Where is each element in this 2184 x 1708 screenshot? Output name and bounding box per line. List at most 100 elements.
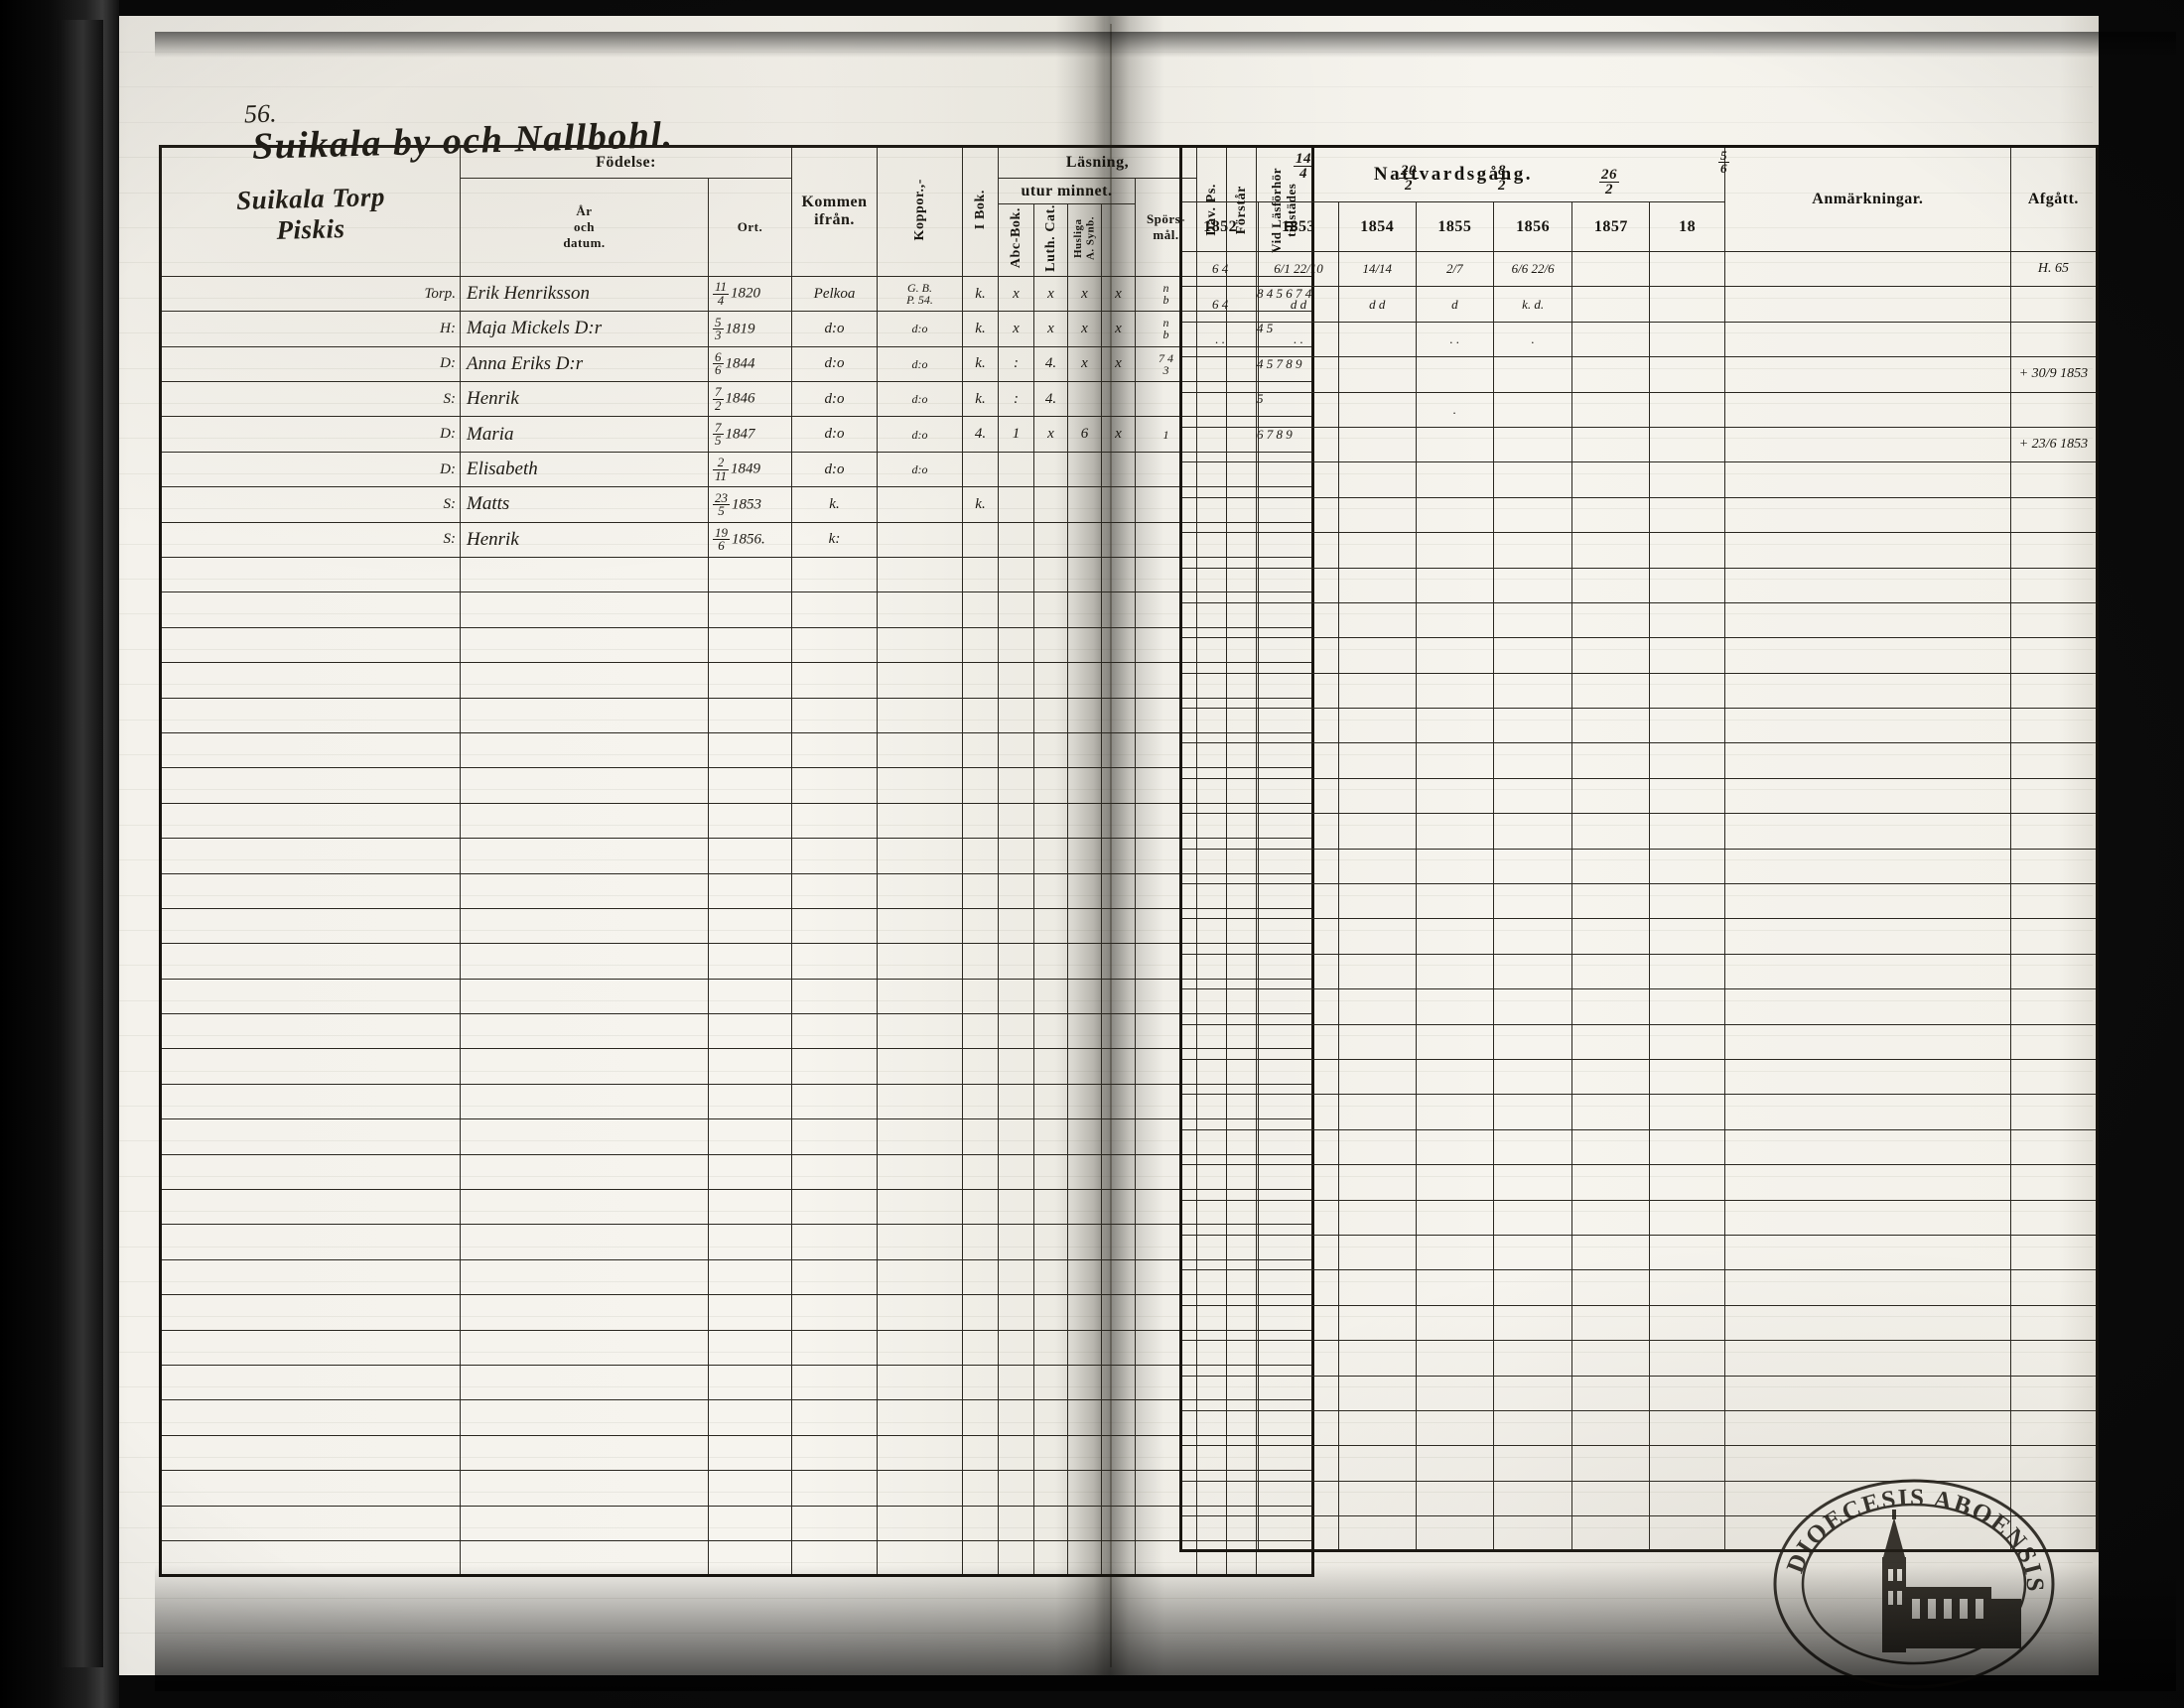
- row-birth-place: d:o: [824, 320, 845, 336]
- row-communion-c1852: 6 4: [1211, 296, 1229, 312]
- communion-year-5: 1857: [1571, 201, 1651, 252]
- table-row-empty: [1178, 567, 2100, 603]
- communion-year-3: 1855: [1415, 201, 1494, 252]
- row-notes: [1725, 337, 2010, 341]
- row-vaccination: k.: [975, 495, 986, 512]
- table-row-empty: [1178, 672, 2100, 710]
- row-notes: [1725, 303, 2010, 307]
- row-luth-cat: x: [1081, 320, 1088, 336]
- table-row-empty: [1178, 1340, 2100, 1377]
- row-notes: [1725, 267, 2010, 271]
- table-row-empty: [159, 731, 1315, 769]
- row-i-bok: x: [1013, 285, 1020, 302]
- row-husliga: x: [1115, 285, 1122, 302]
- table-row-empty: [159, 1083, 1315, 1120]
- birth-place-column-header: Ort.: [708, 178, 792, 277]
- table-row-empty: [1178, 637, 2100, 674]
- table-row-empty: [159, 1224, 1315, 1260]
- table-row: H: Maja Mickels D:r 5 3 1819 d:o d:o k. x …: [159, 311, 1315, 347]
- table-row-empty: [159, 1118, 1315, 1155]
- reading-col-luth-cat-header: Luth. Cat.: [1033, 203, 1068, 277]
- row-came-from: [878, 498, 962, 510]
- table-row-empty: [159, 626, 1315, 664]
- table-row-empty: [1178, 777, 2100, 815]
- communion-year-2: 1854: [1337, 201, 1417, 252]
- row-relation: S:: [443, 531, 457, 548]
- names-header-line2: Piskis: [276, 213, 345, 246]
- table-row: D: Anna Eriks D:r 6 6 1844 d:o d:o k. : 4.…: [159, 345, 1315, 383]
- row-came-from: d:o: [911, 427, 928, 442]
- row-relation: S:: [443, 390, 457, 407]
- table-row-empty: [159, 767, 1315, 804]
- table-row-empty: [159, 1434, 1315, 1472]
- from-column-header: Kommen ifrån.: [791, 145, 878, 277]
- table-row-empty: [1178, 1375, 2100, 1411]
- row-notes: [1725, 372, 2010, 376]
- table-row-empty: [1178, 1480, 2100, 1517]
- row-person-name: Elisabeth: [467, 459, 538, 479]
- departed-column-header: Afgått.: [2009, 145, 2100, 252]
- row-notes: [1725, 513, 2010, 517]
- table-row-empty: [159, 1505, 1315, 1541]
- row-birth-date: 11 4 1820: [713, 279, 761, 308]
- row-communion-c1853: 6/1 22/10: [1274, 261, 1323, 277]
- table-row: Torp. Erik Henriksson 11 4 1820 Pelkoa G. …: [159, 275, 1315, 313]
- communion-date-annotation-4: 26 2: [1599, 167, 1619, 198]
- table-row: D: Maria 7 5 1847 d:o d:o 4. 1 x 6 x 1 6 7…: [159, 416, 1315, 453]
- table-row-empty: [159, 1189, 1315, 1226]
- row-communion-c1855: 2/7: [1446, 261, 1463, 277]
- row-communion-c1856: .: [1531, 330, 1535, 346]
- table-row-empty: [159, 1294, 1315, 1331]
- row-person-name: Maria: [467, 423, 514, 445]
- table-row: [1178, 496, 2100, 534]
- birth-date-column-header: År och datum.: [460, 178, 709, 277]
- table-row-empty: [1178, 1409, 2100, 1447]
- table-row: .: [1178, 391, 2100, 428]
- table-row-empty: [1178, 813, 2100, 850]
- row-person-name: Matts: [467, 493, 510, 515]
- row-birth-place: Pelkoa: [813, 285, 856, 302]
- table-row-empty: [1178, 883, 2100, 920]
- row-birth-date: 6 6 1844: [713, 348, 755, 378]
- row-person-name: Maja Mickels D:r: [467, 318, 603, 339]
- reading-col-husliga-header: Husliga A. Synb.: [1067, 203, 1102, 277]
- row-communion-c1855: . .: [1449, 330, 1460, 346]
- row-departed: H. 65: [2037, 261, 2069, 277]
- reading-group-header: Läsning,: [998, 145, 1197, 179]
- table-row: 6 4 d d d d d k. d.: [1178, 286, 2100, 323]
- table-row-empty: [1178, 1199, 2100, 1236]
- notes-column-header: Anmärkningar.: [1723, 145, 2011, 252]
- page-bottom-shadow: [155, 1564, 2176, 1691]
- row-birth-place: d:o: [824, 390, 845, 407]
- row-relation: Torp.: [424, 285, 456, 302]
- birth-group-header: Födelse:: [460, 145, 792, 179]
- row-vaccination: k.: [975, 355, 986, 372]
- table-row-empty: [1178, 532, 2100, 569]
- book-spread: 56. Suikala by och Nallbohl. Suikala Tor…: [77, 16, 2176, 1691]
- row-birth-place: k.: [829, 495, 840, 512]
- reading-sub-header: utur minnet.: [998, 178, 1136, 204]
- table-row-empty: [1178, 601, 2100, 639]
- table-row-empty: [159, 838, 1315, 874]
- row-vaccination: k.: [975, 390, 986, 407]
- row-communion-c1856: 6/6 22/6: [1511, 261, 1555, 277]
- communion-year-4: 1856: [1492, 201, 1573, 252]
- row-notes: [1725, 408, 2010, 412]
- table-row: D: Elisabeth 2 11 1849 d:o d:o: [159, 451, 1315, 488]
- communion-date-annotation-1: 14 4: [1294, 151, 1313, 183]
- table-row-empty: [159, 943, 1315, 980]
- table-row-empty: [1178, 918, 2100, 955]
- table-row-empty: [1178, 1234, 2100, 1271]
- table-row-empty: [159, 1153, 1315, 1191]
- table-row-empty: [159, 1470, 1315, 1507]
- row-came-from: G. B. P. 54.: [906, 281, 933, 308]
- row-departed: + 30/9 1853: [2018, 366, 2089, 382]
- row-came-from: d:o: [911, 322, 928, 336]
- table-row-empty: [1178, 1023, 2100, 1060]
- reading-col-abc-bok-header: Abc-Bok.: [998, 203, 1034, 277]
- row-husliga: x: [1115, 426, 1122, 443]
- communion-year-1: 1853: [1258, 201, 1339, 252]
